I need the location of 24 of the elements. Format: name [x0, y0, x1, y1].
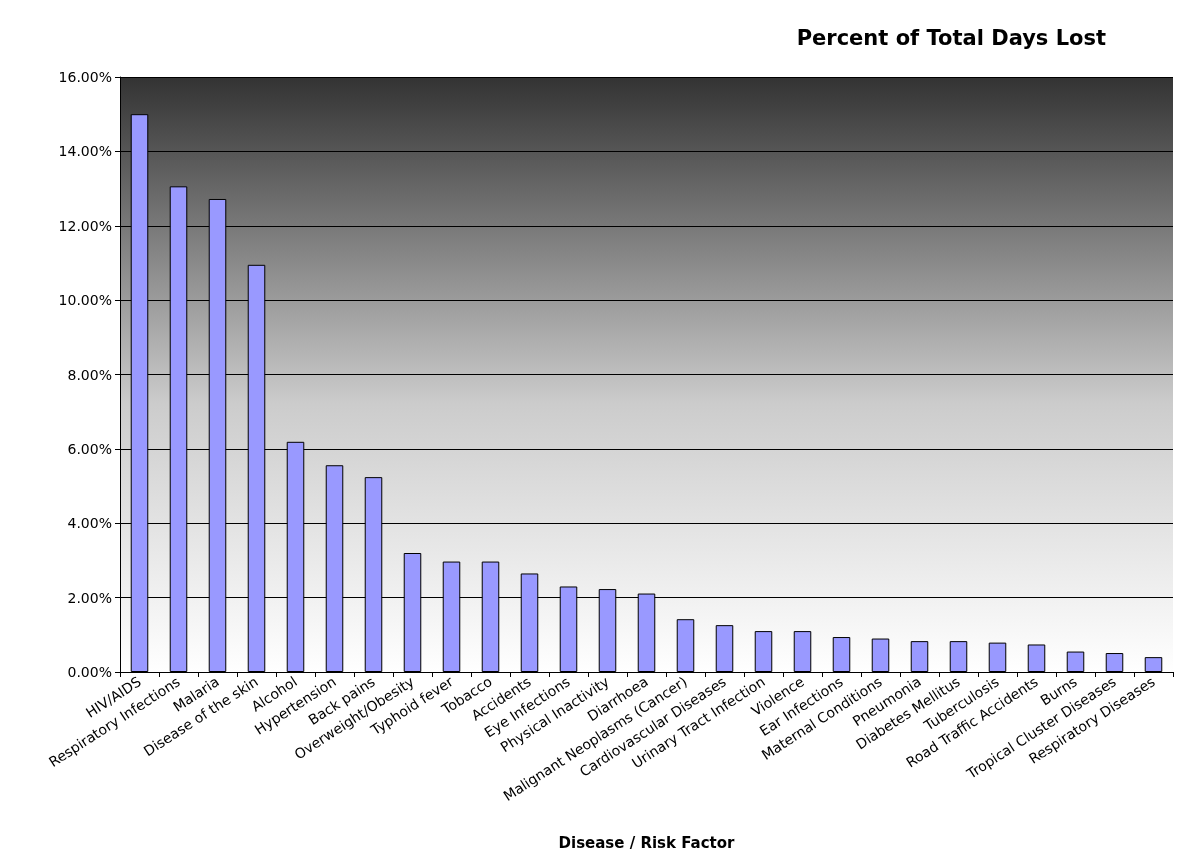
- bar: [832, 637, 851, 672]
- bar: [949, 641, 968, 672]
- bar: [1027, 644, 1046, 672]
- bar: [676, 619, 695, 672]
- y-tick-label: 10.00%: [58, 292, 112, 309]
- bar: [1066, 651, 1085, 672]
- y-tick-label: 12.00%: [58, 217, 112, 234]
- y-tick-label: 2.00%: [67, 589, 112, 606]
- y-tick-label: 14.00%: [58, 143, 112, 160]
- bar: [793, 631, 812, 672]
- y-tick-label: 4.00%: [67, 515, 112, 532]
- bar: [910, 641, 929, 672]
- y-tick-label: 8.00%: [67, 366, 112, 383]
- bar: [871, 638, 890, 672]
- bar: [1105, 653, 1124, 672]
- y-tick-label: 6.00%: [67, 440, 112, 457]
- bar: [715, 625, 734, 672]
- bar: [1144, 657, 1163, 672]
- y-tick-label: 16.00%: [58, 69, 112, 85]
- bar: [988, 642, 1007, 672]
- bar: [754, 631, 773, 672]
- chart-title: Percent of Total Days Lost: [796, 25, 1106, 50]
- x-axis-title: Disease / Risk Factor: [558, 833, 736, 852]
- y-tick-label: 0.00%: [67, 664, 112, 680]
